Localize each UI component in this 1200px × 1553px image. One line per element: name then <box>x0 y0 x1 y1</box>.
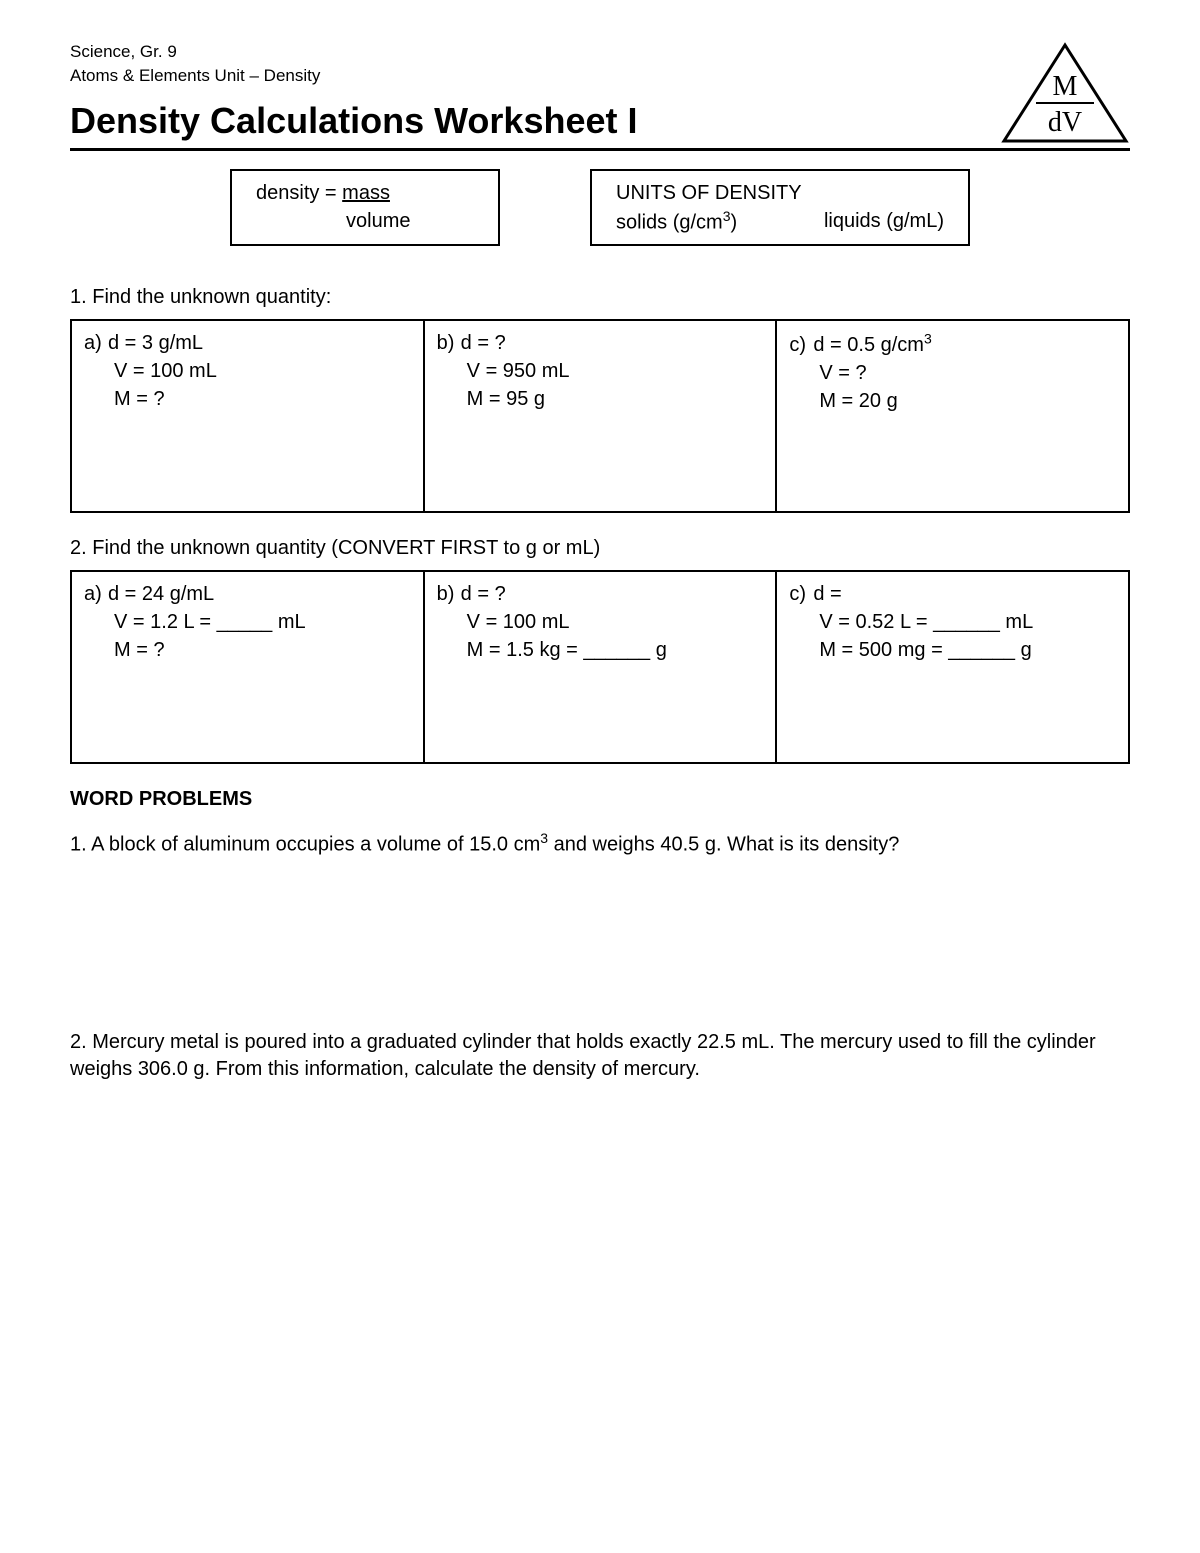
units-liquids: liquids (g/mL) <box>824 207 944 237</box>
word-problems-heading: WORD PROBLEMS <box>70 788 1130 811</box>
page-title: Density Calculations Worksheet I <box>70 100 638 142</box>
q2-cell-c: c)d = V = 0.52 L = ______ mLM = 500 mg =… <box>775 572 1128 762</box>
q1-cell-b: b)d = ? V = 950 mLM = 95 g <box>423 321 776 511</box>
svg-text:M: M <box>1053 71 1078 102</box>
q1-cell-c: c)d = 0.5 g/cm3 V = ?M = 20 g <box>775 321 1128 511</box>
density-triangle-icon: M dV <box>1000 41 1130 146</box>
units-solids: solids (g/cm3) <box>616 207 737 237</box>
q2-cell-a: a)d = 24 g/mL V = 1.2 L = _____ mLM = ? <box>72 572 423 762</box>
units-box: UNITS OF DENSITY solids (g/cm3) liquids … <box>590 169 970 247</box>
formula-row: density = mass volume UNITS OF DENSITY s… <box>70 169 1130 247</box>
q1-cell-a: a)d = 3 g/mL V = 100 mLM = ? <box>72 321 423 511</box>
header: Science, Gr. 9 Atoms & Elements Unit – D… <box>70 40 1130 151</box>
formula-numerator: mass <box>342 182 390 204</box>
word-problem-1: 1. A block of aluminum occupies a volume… <box>70 829 1130 859</box>
svg-text:dV: dV <box>1048 107 1082 138</box>
units-title: UNITS OF DENSITY <box>616 179 944 207</box>
q2-cells: a)d = 24 g/mL V = 1.2 L = _____ mLM = ? … <box>70 570 1130 764</box>
course-info: Science, Gr. 9 Atoms & Elements Unit – D… <box>70 40 638 88</box>
course-line1: Science, Gr. 9 <box>70 40 638 64</box>
density-formula-box: density = mass volume <box>230 169 500 247</box>
header-left: Science, Gr. 9 Atoms & Elements Unit – D… <box>70 40 638 142</box>
q2-cell-b: b)d = ? V = 100 mLM = 1.5 kg = ______ g <box>423 572 776 762</box>
word-problem-2: 2. Mercury metal is poured into a gradua… <box>70 1029 1130 1083</box>
q2-prompt: 2. Find the unknown quantity (CONVERT FI… <box>70 537 1130 560</box>
q1-cells: a)d = 3 g/mL V = 100 mLM = ? b)d = ? V =… <box>70 319 1130 513</box>
formula-prefix: density = <box>256 182 342 204</box>
formula-denominator: volume <box>256 207 474 235</box>
q1-prompt: 1. Find the unknown quantity: <box>70 286 1130 309</box>
course-line2: Atoms & Elements Unit – Density <box>70 64 638 88</box>
